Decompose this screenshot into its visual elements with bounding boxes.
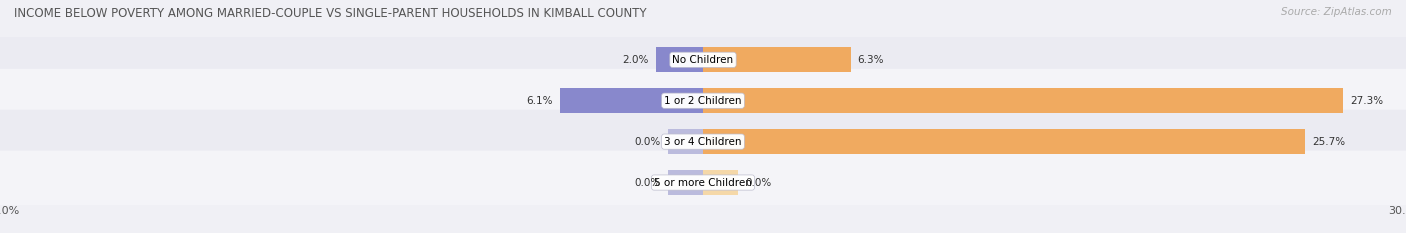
Text: 5 or more Children: 5 or more Children bbox=[654, 178, 752, 188]
FancyBboxPatch shape bbox=[0, 151, 1406, 214]
Bar bbox=[703, 47, 851, 72]
FancyBboxPatch shape bbox=[0, 110, 1406, 174]
Bar bbox=[668, 170, 703, 195]
Bar bbox=[703, 129, 738, 154]
Text: Source: ZipAtlas.com: Source: ZipAtlas.com bbox=[1281, 7, 1392, 17]
Bar bbox=[703, 88, 1343, 113]
Bar bbox=[703, 129, 1305, 154]
Bar bbox=[668, 47, 703, 72]
Text: 1 or 2 Children: 1 or 2 Children bbox=[664, 96, 742, 106]
Text: 6.3%: 6.3% bbox=[858, 55, 884, 65]
Text: INCOME BELOW POVERTY AMONG MARRIED-COUPLE VS SINGLE-PARENT HOUSEHOLDS IN KIMBALL: INCOME BELOW POVERTY AMONG MARRIED-COUPL… bbox=[14, 7, 647, 20]
Bar bbox=[657, 47, 703, 72]
Text: 0.0%: 0.0% bbox=[634, 178, 661, 188]
Bar bbox=[668, 88, 703, 113]
Bar bbox=[560, 88, 703, 113]
Text: 3 or 4 Children: 3 or 4 Children bbox=[664, 137, 742, 147]
Bar bbox=[703, 88, 738, 113]
Text: 27.3%: 27.3% bbox=[1350, 96, 1384, 106]
Text: 0.0%: 0.0% bbox=[634, 137, 661, 147]
Text: 6.1%: 6.1% bbox=[526, 96, 553, 106]
Bar bbox=[668, 129, 703, 154]
FancyBboxPatch shape bbox=[0, 69, 1406, 133]
Bar bbox=[703, 170, 738, 195]
Bar bbox=[703, 47, 738, 72]
Text: 25.7%: 25.7% bbox=[1312, 137, 1346, 147]
Text: No Children: No Children bbox=[672, 55, 734, 65]
Text: 2.0%: 2.0% bbox=[623, 55, 650, 65]
Text: 0.0%: 0.0% bbox=[745, 178, 772, 188]
FancyBboxPatch shape bbox=[0, 28, 1406, 92]
